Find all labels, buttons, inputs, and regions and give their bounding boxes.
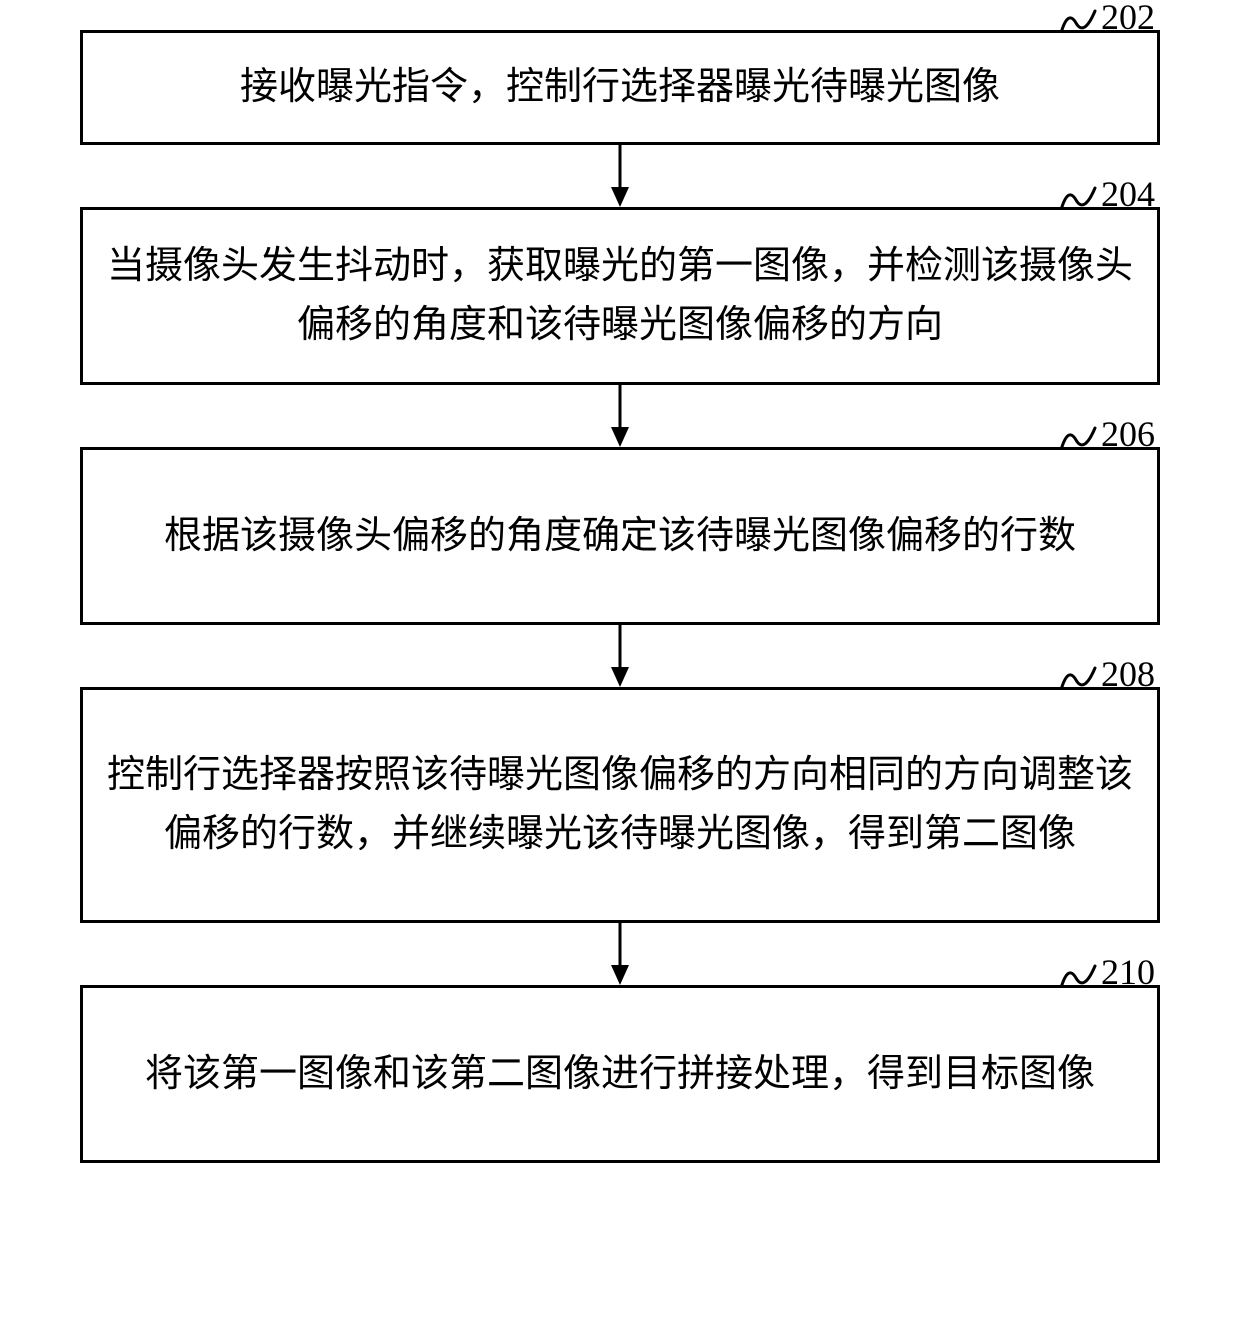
flow-step-204: 204 当摄像头发生抖动时，获取曝光的第一图像，并检测该摄像头偏移的角度和该待曝… (45, 207, 1195, 447)
arrow-connector-202 (606, 145, 634, 207)
step-box-202: 接收曝光指令，控制行选择器曝光待曝光图像 (80, 30, 1160, 145)
step-box-204: 当摄像头发生抖动时，获取曝光的第一图像，并检测该摄像头偏移的角度和该待曝光图像偏… (80, 207, 1160, 385)
arrow-down-icon (606, 923, 634, 985)
step-box-210: 将该第一图像和该第二图像进行拼接处理，得到目标图像 (80, 985, 1160, 1163)
arrow-down-icon (606, 385, 634, 447)
step-text-210: 将该第一图像和该第二图像进行拼接处理，得到目标图像 (121, 1025, 1119, 1124)
flow-step-208: 208 控制行选择器按照该待曝光图像偏移的方向相同的方向调整该偏移的行数，并继续… (45, 687, 1195, 985)
step-text-208: 控制行选择器按照该待曝光图像偏移的方向相同的方向调整该偏移的行数，并继续曝光该待… (83, 726, 1157, 884)
step-text-204: 当摄像头发生抖动时，获取曝光的第一图像，并检测该摄像头偏移的角度和该待曝光图像偏… (83, 217, 1157, 375)
arrow-connector-204 (606, 385, 634, 447)
step-text-202: 接收曝光指令，控制行选择器曝光待曝光图像 (216, 38, 1024, 137)
arrow-connector-206 (606, 625, 634, 687)
step-box-208: 控制行选择器按照该待曝光图像偏移的方向相同的方向调整该偏移的行数，并继续曝光该待… (80, 687, 1160, 923)
flowchart-container: 202 接收曝光指令，控制行选择器曝光待曝光图像 204 当摄像头发生抖动时，获… (45, 30, 1195, 1163)
step-text-206: 根据该摄像头偏移的角度确定该待曝光图像偏移的行数 (140, 487, 1100, 586)
flow-step-202: 202 接收曝光指令，控制行选择器曝光待曝光图像 (45, 30, 1195, 207)
flow-step-206: 206 根据该摄像头偏移的角度确定该待曝光图像偏移的行数 (45, 447, 1195, 687)
arrow-down-icon (606, 145, 634, 207)
flow-step-210: 210 将该第一图像和该第二图像进行拼接处理，得到目标图像 (45, 985, 1195, 1163)
step-box-206: 根据该摄像头偏移的角度确定该待曝光图像偏移的行数 (80, 447, 1160, 625)
arrow-down-icon (606, 625, 634, 687)
arrow-connector-208 (606, 923, 634, 985)
